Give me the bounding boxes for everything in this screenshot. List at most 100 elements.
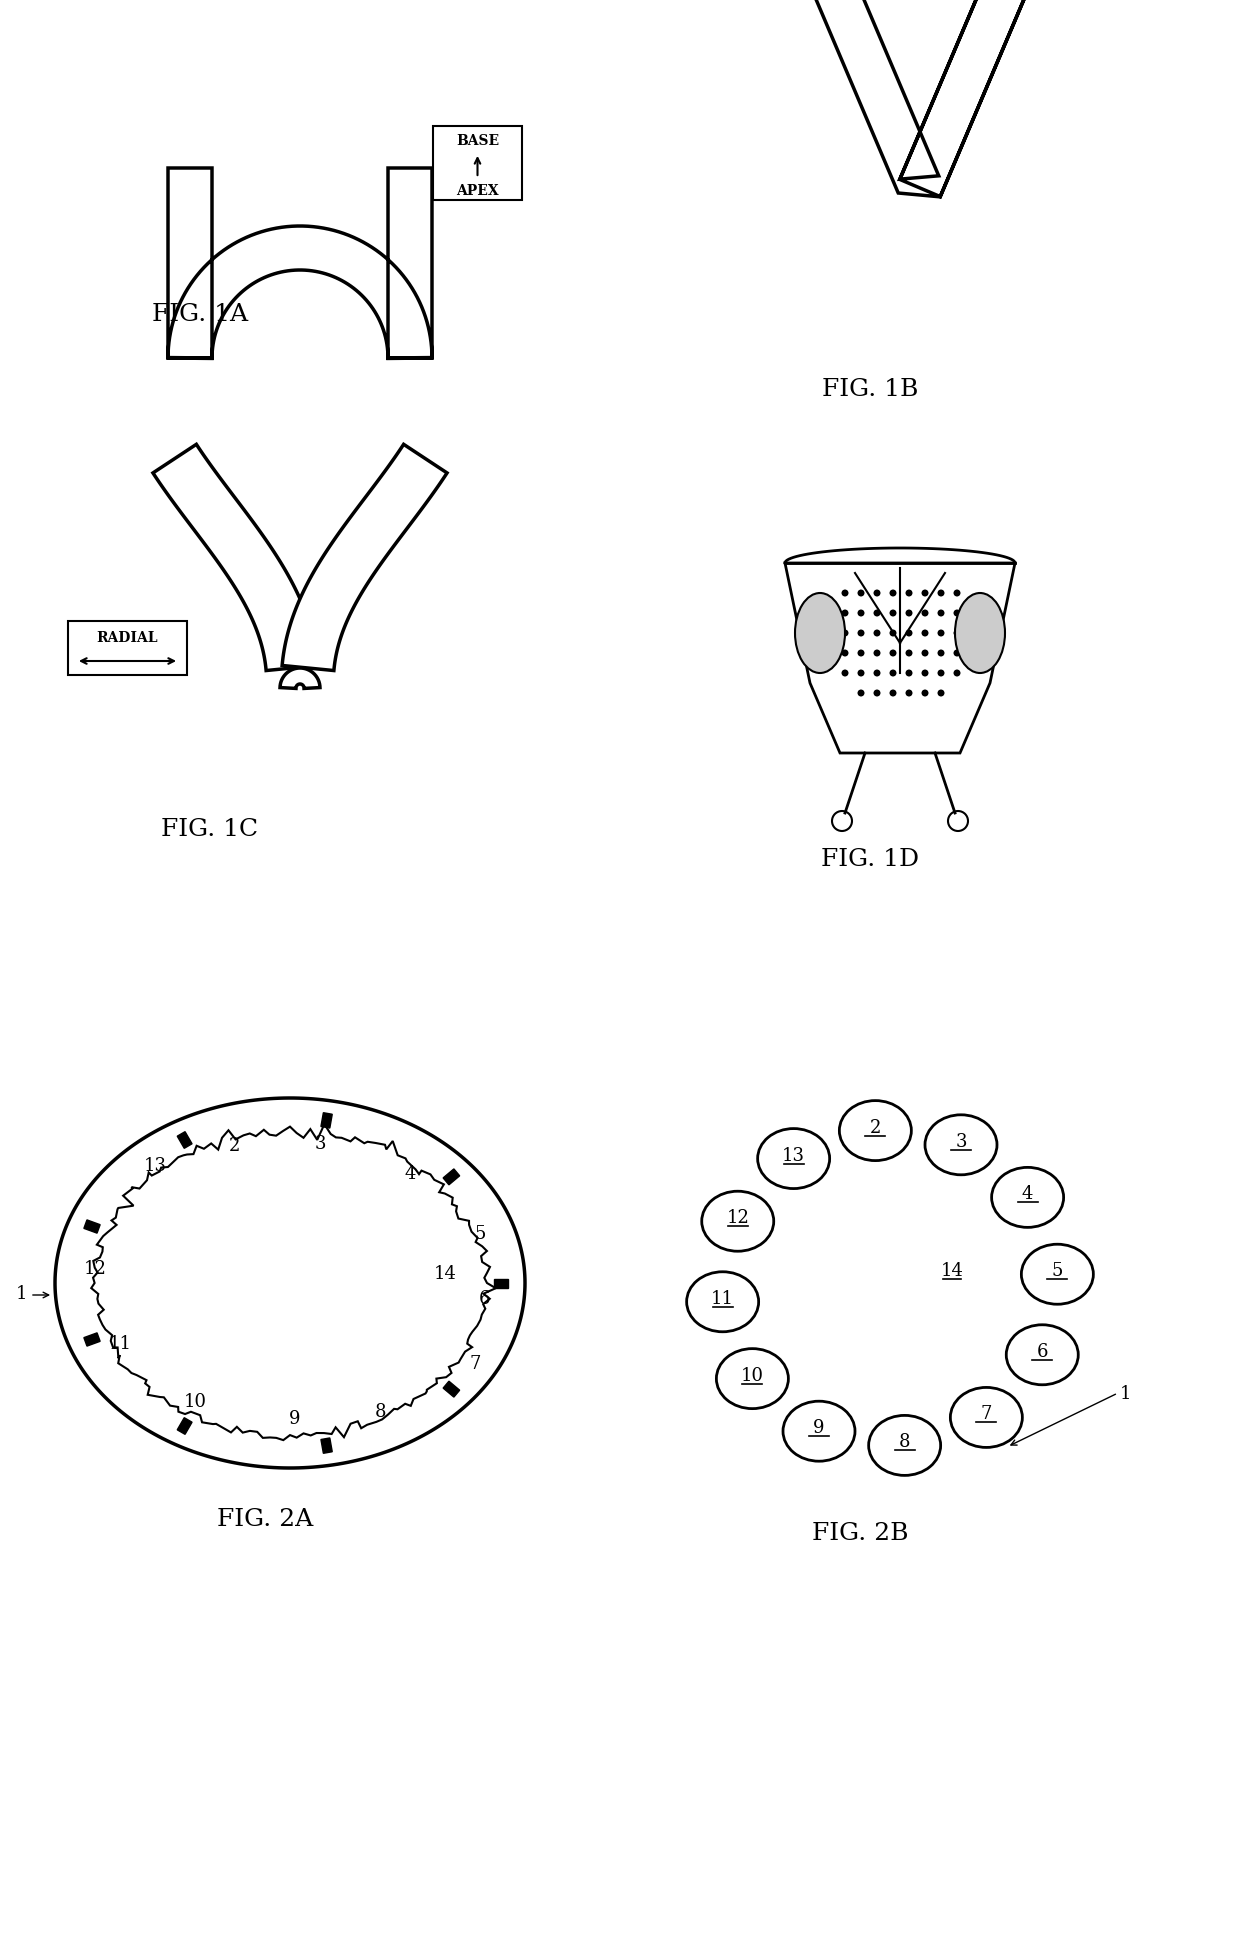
Text: FIG. 2B: FIG. 2B	[812, 1521, 908, 1545]
Circle shape	[842, 629, 848, 637]
Text: 10: 10	[184, 1393, 207, 1410]
Text: 6: 6	[1037, 1342, 1048, 1360]
Circle shape	[858, 610, 864, 618]
Polygon shape	[443, 1381, 460, 1397]
Ellipse shape	[782, 1401, 856, 1461]
Text: 9: 9	[813, 1418, 825, 1436]
Text: 10: 10	[740, 1366, 764, 1383]
Polygon shape	[177, 1418, 192, 1434]
Text: 7: 7	[981, 1405, 992, 1422]
Circle shape	[937, 629, 945, 637]
Text: 12: 12	[727, 1208, 749, 1227]
Ellipse shape	[795, 594, 844, 674]
Text: 5: 5	[1052, 1262, 1063, 1280]
Circle shape	[873, 670, 880, 678]
Circle shape	[921, 610, 929, 618]
Circle shape	[889, 629, 897, 637]
Circle shape	[905, 610, 913, 618]
Ellipse shape	[702, 1192, 774, 1251]
FancyBboxPatch shape	[433, 127, 522, 201]
Polygon shape	[92, 1124, 496, 1440]
Circle shape	[954, 610, 961, 618]
Ellipse shape	[687, 1272, 759, 1332]
Text: 9: 9	[289, 1408, 301, 1428]
Circle shape	[873, 651, 880, 656]
Circle shape	[858, 629, 864, 637]
Polygon shape	[55, 1099, 525, 1469]
Circle shape	[889, 610, 897, 618]
Polygon shape	[84, 1332, 100, 1346]
Text: 13: 13	[144, 1157, 166, 1175]
Circle shape	[858, 651, 864, 656]
Ellipse shape	[717, 1348, 789, 1408]
Text: 1: 1	[1120, 1385, 1131, 1403]
Circle shape	[921, 651, 929, 656]
Text: 4: 4	[404, 1165, 415, 1182]
Ellipse shape	[1006, 1325, 1079, 1385]
Ellipse shape	[869, 1416, 941, 1477]
Polygon shape	[443, 1169, 460, 1184]
Polygon shape	[153, 444, 317, 672]
Polygon shape	[84, 1219, 100, 1233]
Ellipse shape	[839, 1101, 911, 1161]
Circle shape	[873, 590, 880, 598]
Circle shape	[873, 629, 880, 637]
Text: 12: 12	[83, 1258, 107, 1278]
Text: 3: 3	[314, 1134, 326, 1153]
FancyBboxPatch shape	[68, 621, 187, 676]
Text: FIG. 1D: FIG. 1D	[821, 847, 919, 871]
Polygon shape	[321, 1112, 332, 1128]
Text: 1: 1	[16, 1284, 27, 1303]
Ellipse shape	[992, 1167, 1064, 1227]
Text: 13: 13	[782, 1145, 805, 1165]
Text: 4: 4	[1022, 1184, 1033, 1202]
Circle shape	[905, 670, 913, 678]
Polygon shape	[280, 668, 320, 690]
Ellipse shape	[955, 594, 1004, 674]
Circle shape	[832, 812, 852, 832]
Circle shape	[954, 629, 961, 637]
Circle shape	[954, 590, 961, 598]
Text: 7: 7	[469, 1354, 481, 1371]
Circle shape	[842, 590, 848, 598]
Circle shape	[937, 590, 945, 598]
Text: 14: 14	[434, 1264, 456, 1282]
Polygon shape	[321, 1438, 332, 1453]
Circle shape	[905, 690, 913, 697]
Circle shape	[921, 690, 929, 697]
Circle shape	[905, 651, 913, 656]
Polygon shape	[494, 1278, 507, 1288]
Text: 8: 8	[374, 1403, 386, 1420]
Text: 11: 11	[109, 1334, 131, 1352]
Circle shape	[873, 610, 880, 618]
Text: FIG. 1C: FIG. 1C	[161, 816, 259, 840]
Circle shape	[842, 651, 848, 656]
Text: 5: 5	[475, 1225, 486, 1243]
Text: FIG. 1A: FIG. 1A	[153, 302, 248, 325]
Polygon shape	[283, 444, 448, 672]
Text: 2: 2	[869, 1118, 882, 1136]
Text: BASE: BASE	[456, 134, 498, 148]
Text: 6: 6	[479, 1290, 491, 1307]
Circle shape	[954, 651, 961, 656]
Circle shape	[937, 610, 945, 618]
Polygon shape	[167, 169, 432, 358]
Circle shape	[949, 812, 968, 832]
Text: 11: 11	[711, 1290, 734, 1307]
Circle shape	[858, 590, 864, 598]
Circle shape	[889, 690, 897, 697]
Circle shape	[937, 690, 945, 697]
Polygon shape	[785, 563, 1016, 754]
Circle shape	[921, 590, 929, 598]
Circle shape	[842, 670, 848, 678]
Polygon shape	[177, 1132, 192, 1149]
Circle shape	[842, 610, 848, 618]
Circle shape	[889, 670, 897, 678]
Circle shape	[889, 651, 897, 656]
Circle shape	[873, 690, 880, 697]
Text: 8: 8	[899, 1432, 910, 1451]
Circle shape	[937, 670, 945, 678]
Text: 2: 2	[229, 1136, 241, 1155]
Circle shape	[937, 651, 945, 656]
Circle shape	[905, 629, 913, 637]
